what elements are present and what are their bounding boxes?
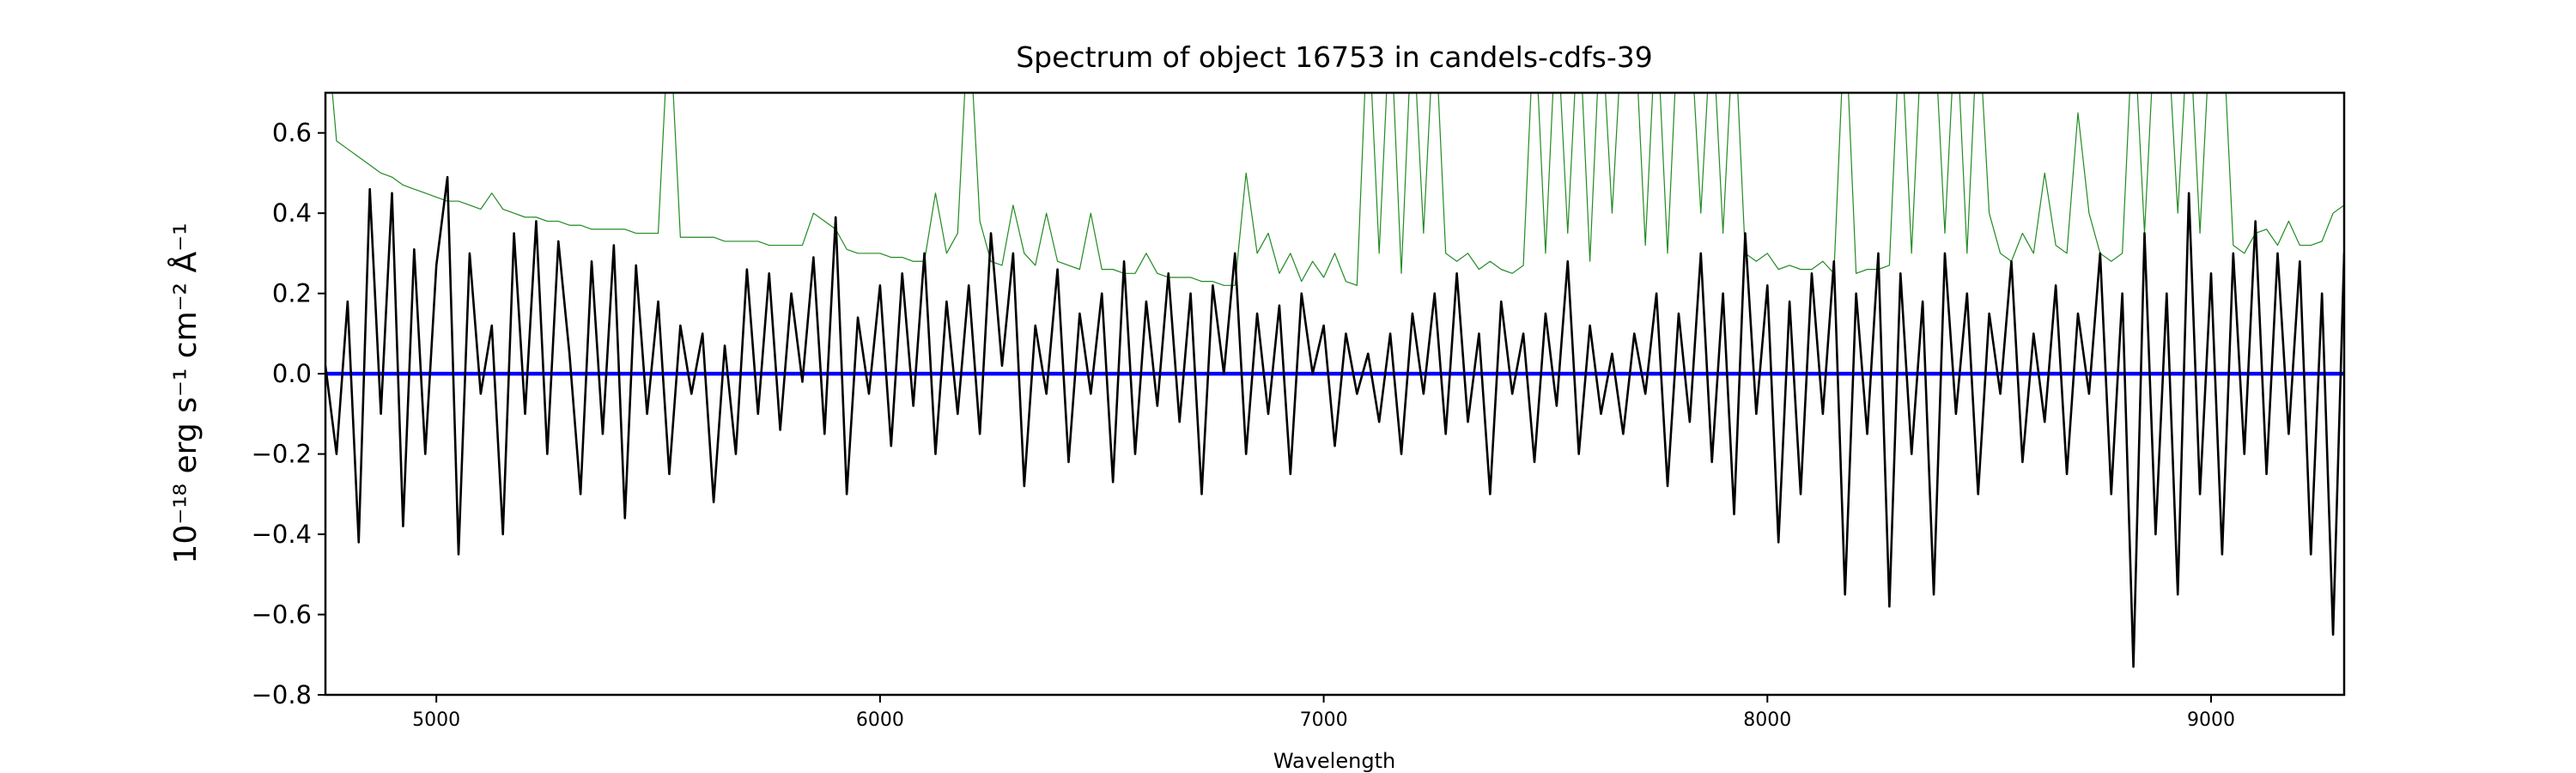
y-tick-label: 0.0: [272, 359, 312, 388]
x-tick-label: 7000: [1300, 709, 1348, 731]
axes-frame: [324, 91, 2346, 697]
chart-title: Spectrum of object 16753 in candels-cdfs…: [1016, 40, 1653, 74]
x-tick-label: 9000: [2187, 709, 2235, 731]
x-axis-label: Wavelength: [1273, 749, 1395, 773]
y-tick-label: 0.4: [272, 198, 312, 228]
y-tick-label: −0.4: [252, 520, 312, 549]
y-tick-label: −0.6: [252, 600, 312, 630]
series-flux-line: [325, 175, 2344, 668]
y-tick-label: −0.8: [252, 680, 312, 709]
y-tick-label: 0.2: [272, 279, 312, 308]
plot-area: [325, 93, 2344, 668]
y-tick-label: −0.2: [252, 440, 312, 469]
y-axis-label: 10⁻¹⁸ erg s⁻¹ cm⁻² Å⁻¹: [167, 222, 204, 563]
y-tick-label: 0.6: [272, 119, 312, 148]
x-tick-label: 6000: [856, 709, 904, 731]
x-tick-label: 5000: [412, 709, 460, 731]
x-tick-label: 8000: [1743, 709, 1791, 731]
x-axis: 5000 6000 7000 8000 9000: [412, 695, 2235, 731]
series-error-line: [331, 93, 2344, 286]
y-axis: −0.8 −0.6 −0.4 −0.2 0.0 0.2 0.4 0.6: [252, 119, 325, 709]
